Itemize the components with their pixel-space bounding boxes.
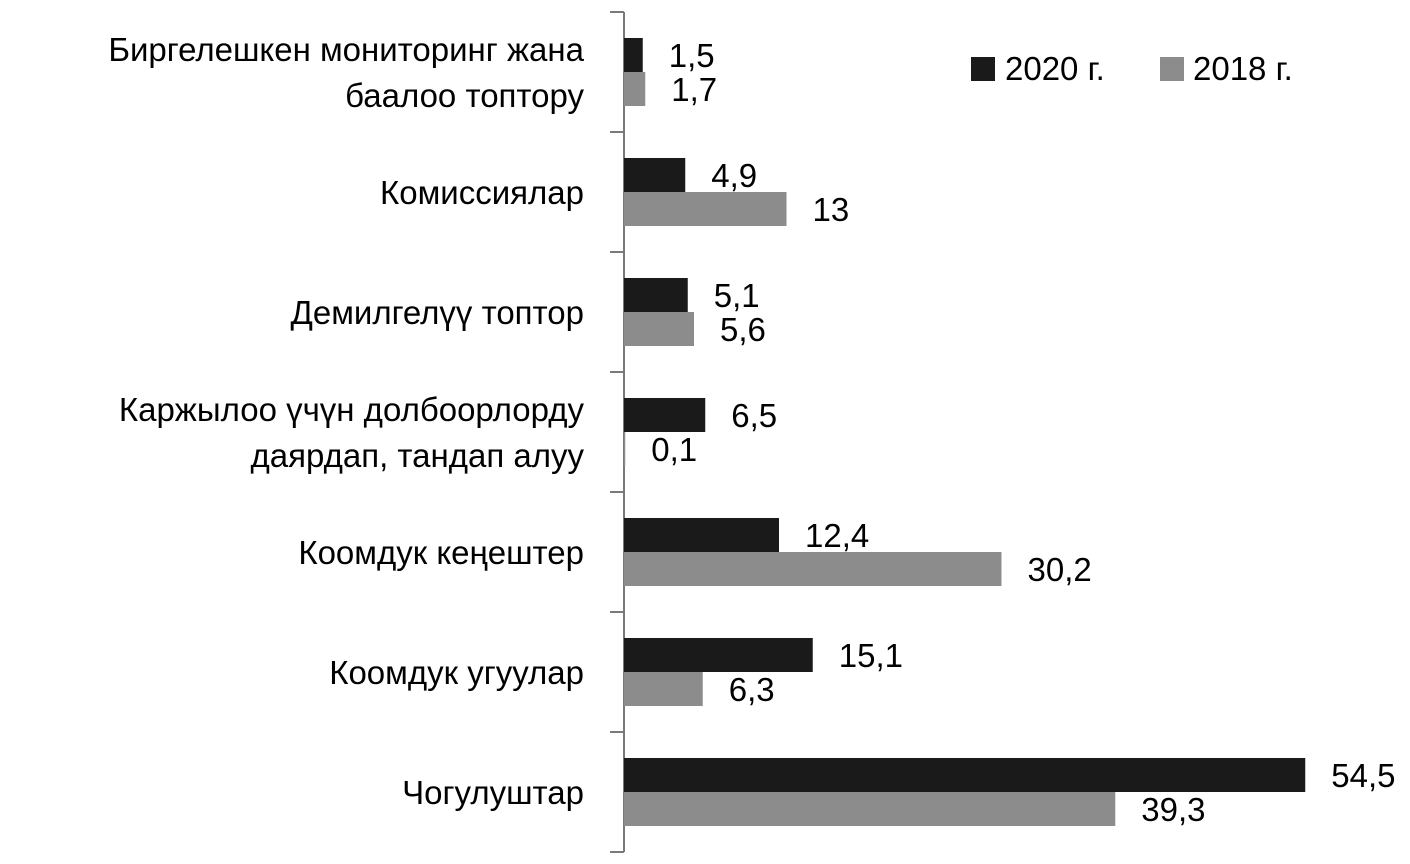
legend-label-2020: 2020 г. bbox=[1005, 50, 1105, 87]
bar-2020 bbox=[624, 158, 686, 192]
category-label: Демилгелүү топтор bbox=[291, 294, 585, 331]
data-label: 6,5 bbox=[731, 397, 777, 434]
data-label: 4,9 bbox=[711, 157, 757, 194]
data-label: 39,3 bbox=[1141, 791, 1205, 828]
bar-2020 bbox=[624, 398, 706, 432]
bar-2018 bbox=[624, 432, 626, 466]
category-label: Комиссиялар bbox=[380, 174, 584, 211]
bar-2018 bbox=[624, 192, 787, 226]
labels-layer: Биргелешкен мониторинг жана баалоо топтор… bbox=[108, 31, 1395, 828]
legend-swatch-2018 bbox=[1160, 57, 1184, 81]
category-label: даярдап, тандап алуу bbox=[251, 437, 585, 474]
data-label: 30,2 bbox=[1028, 551, 1092, 588]
bar-2020 bbox=[624, 758, 1306, 792]
bar-2020 bbox=[624, 38, 643, 72]
category-label: баалоо топтору bbox=[345, 77, 584, 114]
legend-swatch-2020 bbox=[971, 57, 995, 81]
bar-2018 bbox=[624, 792, 1116, 826]
bar-2018 bbox=[624, 552, 1002, 586]
bar-2018 bbox=[624, 72, 646, 106]
legend-label-2018: 2018 г. bbox=[1193, 50, 1293, 87]
data-label: 1,5 bbox=[669, 37, 715, 74]
bar-2020 bbox=[624, 638, 813, 672]
data-label: 54,5 bbox=[1331, 757, 1395, 794]
data-label: 0,1 bbox=[651, 431, 697, 468]
data-label: 5,6 bbox=[720, 311, 766, 348]
bar-2020 bbox=[624, 518, 779, 552]
category-label: Коомдук угуулар bbox=[329, 654, 584, 691]
data-label: 13 bbox=[813, 191, 850, 228]
data-label: 6,3 bbox=[729, 671, 775, 708]
data-label: 15,1 bbox=[839, 637, 903, 674]
data-label: 5,1 bbox=[714, 277, 760, 314]
category-label: Биргелешкен мониторинг жана bbox=[108, 31, 584, 68]
bar-2018 bbox=[624, 672, 703, 706]
bars-layer bbox=[624, 38, 1306, 826]
bar-2018 bbox=[624, 312, 694, 346]
category-label: Каржылоо үчүн долбоорлорду bbox=[119, 391, 585, 428]
data-label: 1,7 bbox=[671, 71, 717, 108]
category-label: Коомдук кеңештер bbox=[298, 534, 584, 571]
axis-layer bbox=[610, 11, 625, 853]
legend: 2020 г. 2018 г. bbox=[971, 50, 1293, 87]
bar-2020 bbox=[624, 278, 688, 312]
category-label: Чогулуштар bbox=[402, 774, 584, 811]
data-label: 12,4 bbox=[805, 517, 869, 554]
